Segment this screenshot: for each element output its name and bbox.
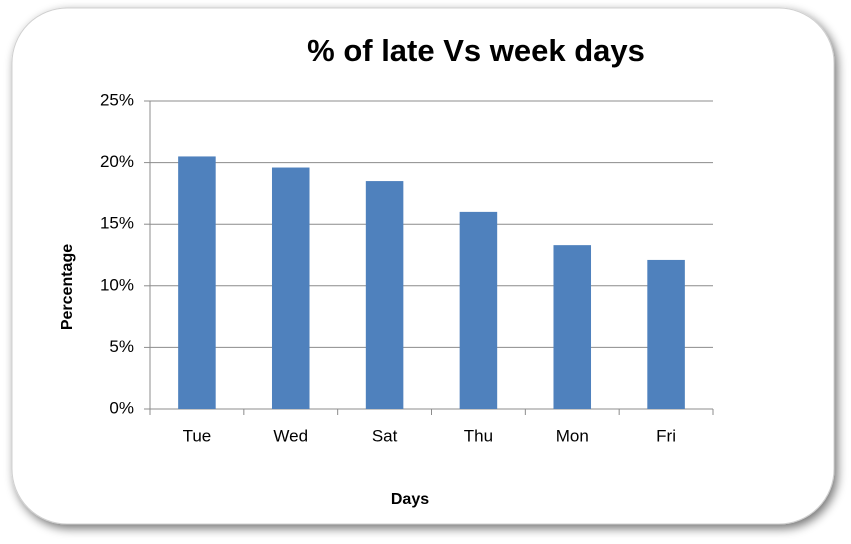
x-tick-label: Tue <box>183 426 212 445</box>
bar <box>365 181 404 409</box>
y-tick-label: 25% <box>100 90 134 109</box>
x-tick-label: Wed <box>273 426 308 445</box>
y-tick-label: 20% <box>100 152 134 171</box>
x-axis-label: Days <box>391 491 429 508</box>
x-tick-label: Sat <box>372 426 398 445</box>
y-tick-label: 10% <box>100 275 134 294</box>
y-tick-label: 15% <box>100 214 134 233</box>
chart-title: % of late Vs week days <box>307 33 645 68</box>
chart-frame <box>11 7 835 525</box>
x-tick-label: Fri <box>656 426 676 445</box>
bar <box>178 156 216 409</box>
y-axis-label: Percentage <box>59 244 76 330</box>
bar <box>271 167 310 409</box>
x-tick-label: Mon <box>556 426 589 445</box>
bar <box>553 245 592 409</box>
bar <box>647 259 685 409</box>
bar <box>459 211 498 409</box>
x-tick-label: Thu <box>464 426 493 445</box>
y-tick-label: 0% <box>109 398 134 417</box>
y-tick-label: 5% <box>109 337 134 356</box>
